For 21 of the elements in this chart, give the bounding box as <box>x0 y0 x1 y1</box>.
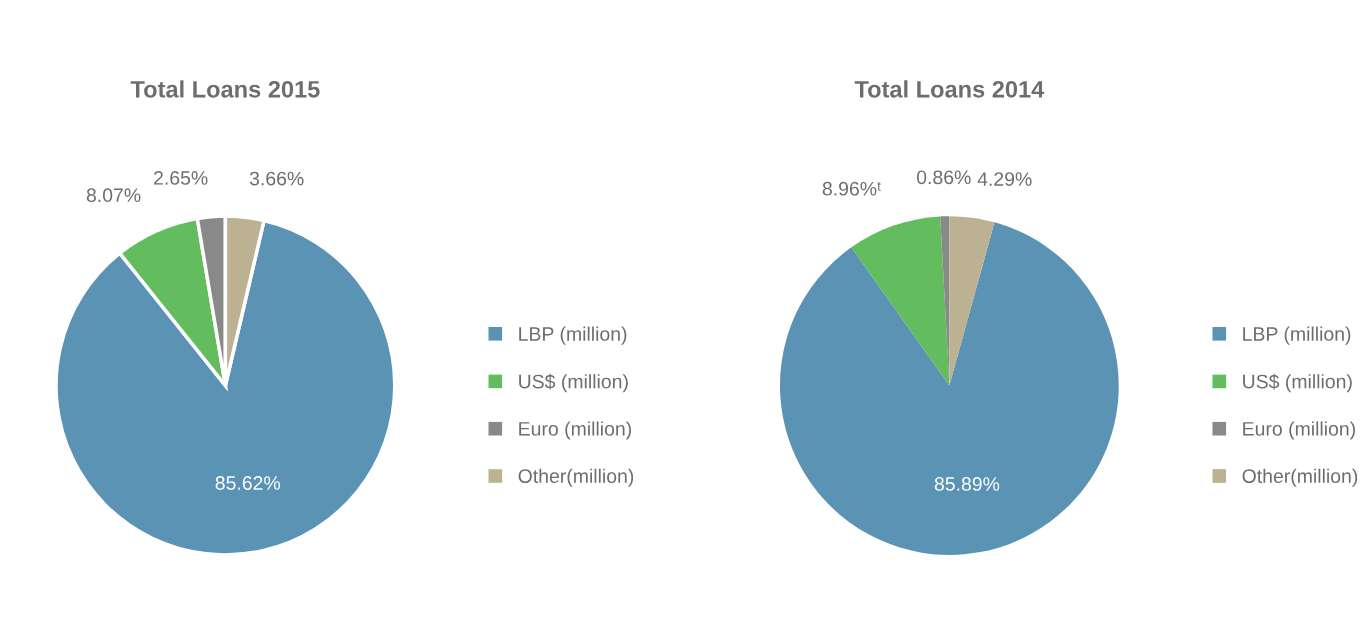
chart-title: Total Loans 2014 <box>854 80 1045 98</box>
legend-label: US$ (million) <box>519 373 628 393</box>
data-label: 4.29% <box>977 172 1032 186</box>
data-label: 3.66% <box>249 171 304 186</box>
pie-slice <box>949 216 995 386</box>
legend-label: Other(million) <box>518 468 634 487</box>
pie-slice <box>779 222 1119 555</box>
data-label: 8.96%ᵗ <box>822 181 881 196</box>
data-label: 2.65% <box>154 171 208 185</box>
data-label: 0.86% <box>916 170 971 185</box>
legend-label: Other(million) <box>1242 468 1358 487</box>
legend-label: LBP (million) <box>1243 326 1351 345</box>
legend-label: LBP (million) <box>519 326 627 345</box>
legend-label: US$ (million) <box>1243 373 1352 393</box>
pie-slice <box>851 216 950 386</box>
legend-label: Euro (million) <box>1243 421 1355 440</box>
data-label: 85.62% <box>215 476 281 490</box>
chart-title: Total Loans 2015 <box>130 80 320 98</box>
data-label: 85.89% <box>934 477 1000 491</box>
legend-label: Euro (million) <box>519 421 631 440</box>
data-label: 8.07% <box>86 188 141 203</box>
